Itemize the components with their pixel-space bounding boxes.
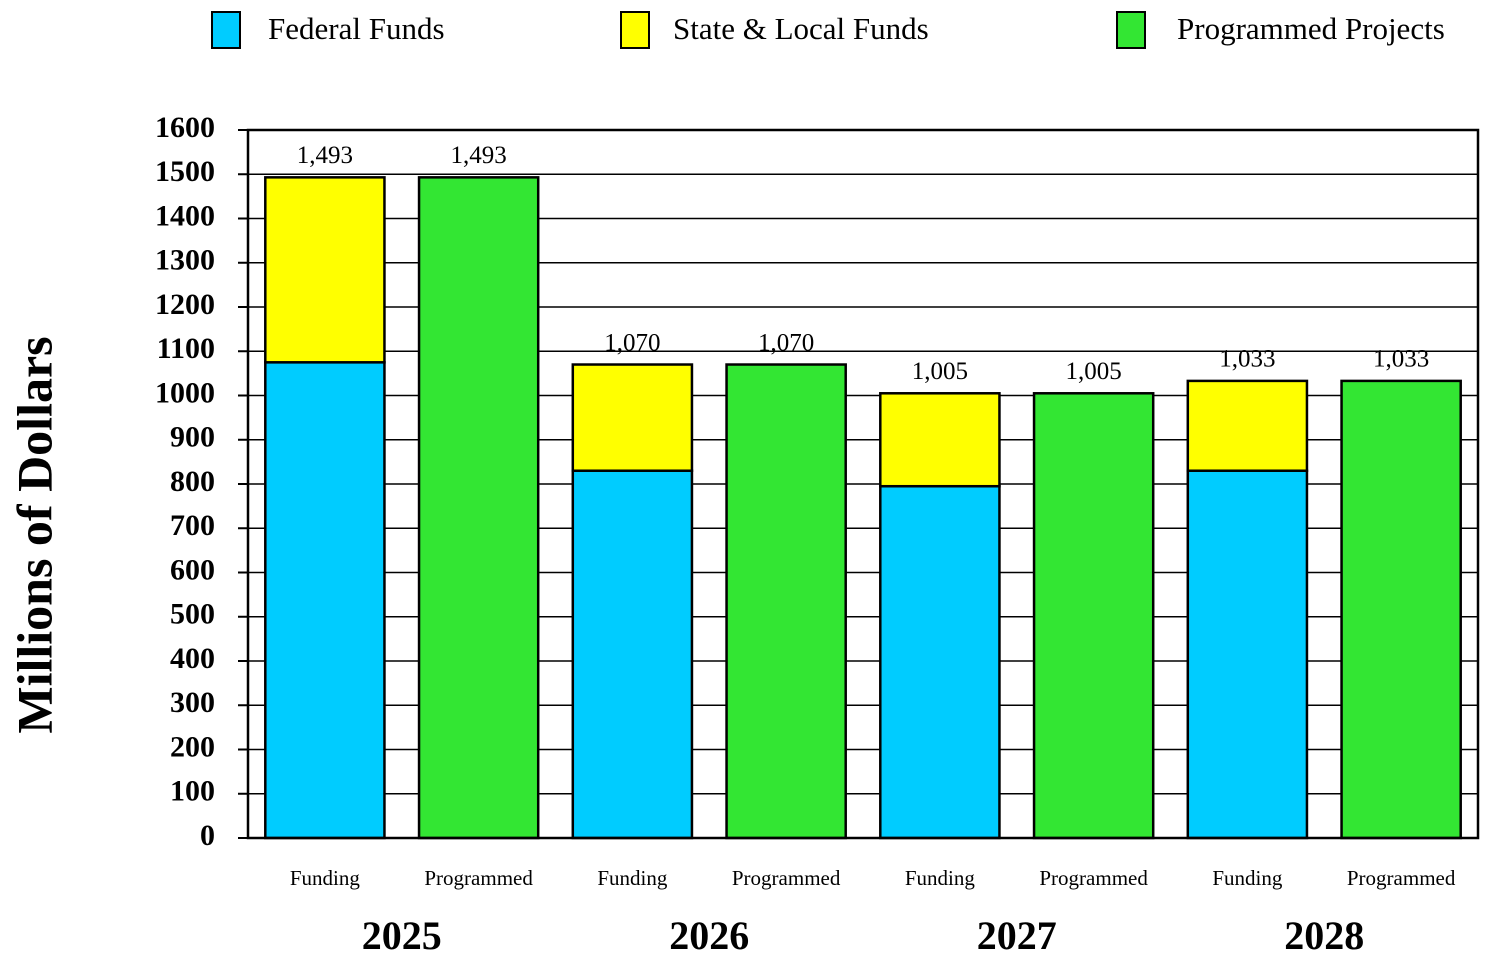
- bar-segment: [264, 361, 386, 840]
- total-label: 1,493: [297, 142, 353, 169]
- total-label: 1,005: [1066, 358, 1122, 385]
- legend-swatch: [211, 11, 241, 49]
- y-tick-label: 0: [200, 819, 215, 852]
- bar-segment: [725, 363, 847, 840]
- y-tick-label: 1000: [155, 376, 215, 409]
- total-label: 1,493: [451, 142, 507, 169]
- bar-segment: [264, 176, 386, 364]
- y-tick-label: 600: [170, 553, 215, 586]
- y-tick-label: 800: [170, 465, 215, 498]
- y-tick-label: 300: [170, 686, 215, 719]
- y-tick-label: 400: [170, 642, 215, 675]
- y-tick-label: 1200: [155, 288, 215, 321]
- y-tick-label: 200: [170, 730, 215, 763]
- x-tick-label: Programmed: [424, 866, 533, 890]
- y-axis-title: Millions of Dollars: [6, 336, 62, 733]
- bar-segment: [571, 469, 694, 840]
- bar-segment: [571, 363, 694, 472]
- group-label: 2028: [1284, 913, 1364, 958]
- group-label: 2025: [362, 913, 442, 958]
- legend-label: State & Local Funds: [673, 11, 929, 46]
- legend-swatch: [620, 11, 650, 49]
- total-label: 1,033: [1373, 346, 1429, 373]
- bar-segment: [879, 484, 1001, 840]
- y-tick-label: 900: [170, 421, 215, 454]
- x-tick-label: Programmed: [732, 866, 841, 890]
- total-label: 1,070: [758, 329, 814, 356]
- bar-segment: [1032, 392, 1155, 840]
- y-tick-label: 1400: [155, 199, 215, 232]
- legend-label: Programmed Projects: [1177, 11, 1445, 46]
- total-label: 1,033: [1219, 346, 1275, 373]
- group-label: 2026: [669, 913, 749, 958]
- y-tick-label: 1500: [155, 155, 215, 188]
- y-tick-label: 100: [170, 775, 215, 808]
- bar-segment: [1186, 379, 1309, 472]
- x-tick-label: Funding: [290, 866, 361, 890]
- x-tick-label: Funding: [1212, 866, 1283, 890]
- x-tick-label: Funding: [597, 866, 668, 890]
- y-tick-label: 1600: [155, 111, 215, 144]
- bar-segment: [417, 176, 540, 840]
- y-tick-label: 700: [170, 509, 215, 542]
- group-label: 2027: [977, 913, 1057, 958]
- x-tick-label: Programmed: [1039, 866, 1148, 890]
- bar-segment: [1340, 379, 1462, 840]
- bar-segment: [1186, 469, 1309, 840]
- y-tick-label: 1300: [155, 244, 215, 277]
- x-tick-label: Funding: [905, 866, 976, 890]
- bar-segment: [879, 392, 1001, 488]
- legend-label: Federal Funds: [268, 11, 445, 46]
- x-tick-label: Programmed: [1347, 866, 1456, 890]
- y-tick-label: 500: [170, 598, 215, 631]
- total-label: 1,005: [912, 358, 968, 385]
- y-tick-label: 1100: [157, 332, 215, 365]
- plot-border: [246, 128, 1480, 840]
- legend-swatch: [1116, 11, 1146, 49]
- total-label: 1,070: [604, 329, 660, 356]
